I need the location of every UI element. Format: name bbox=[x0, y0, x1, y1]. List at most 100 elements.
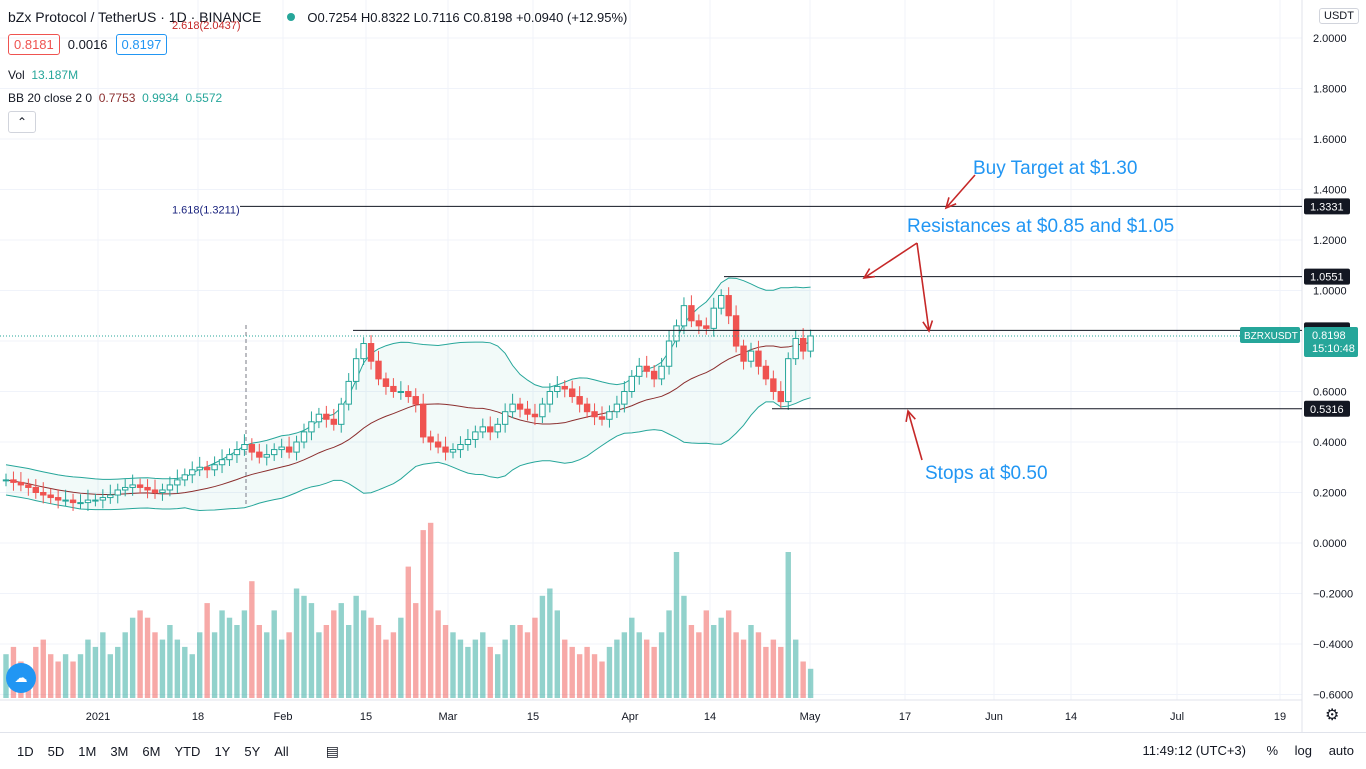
volume-bar bbox=[331, 610, 337, 698]
volume-bar bbox=[725, 610, 732, 698]
candle-body bbox=[710, 307, 717, 329]
candle-body bbox=[32, 486, 39, 494]
volume-bar bbox=[129, 617, 136, 698]
candle-body bbox=[546, 391, 554, 405]
candle-body bbox=[569, 388, 576, 398]
timeframe-ytd[interactable]: YTD bbox=[174, 743, 201, 759]
volume-bar bbox=[144, 617, 151, 698]
market-status-dot bbox=[287, 13, 296, 21]
candle-body bbox=[62, 499, 69, 502]
tradingview-logo-icon[interactable]: ☁ bbox=[6, 663, 36, 693]
candle-body bbox=[725, 295, 732, 317]
time-tick-label: 18 bbox=[192, 711, 204, 723]
candle-body bbox=[218, 459, 226, 466]
volume-bar bbox=[323, 625, 330, 698]
volume-bar bbox=[472, 639, 479, 698]
bb-indicator[interactable]: BB 20 close 2 0 0.7753 0.9934 0.5572 bbox=[8, 91, 222, 105]
candle-body bbox=[10, 479, 17, 483]
timeframe-1y[interactable]: 1Y bbox=[214, 743, 231, 759]
collapse-indicators-button[interactable]: ⌃ bbox=[8, 111, 36, 133]
stops-annotation: Stops at $0.50 bbox=[925, 463, 1048, 484]
price-chart[interactable]: 2.00001.80001.60001.40001.20001.00000.80… bbox=[0, 0, 1366, 732]
candle-body bbox=[211, 464, 218, 471]
bb-upper-value: 0.9934 bbox=[142, 91, 179, 105]
price-tick-label: 1.2000 bbox=[1313, 235, 1347, 247]
candle-body bbox=[524, 408, 531, 415]
candle-body bbox=[777, 391, 784, 403]
volume-bar bbox=[502, 639, 508, 698]
level-tag bbox=[1304, 268, 1350, 285]
candle-body bbox=[352, 358, 360, 382]
candle-body bbox=[598, 416, 606, 420]
candle-body bbox=[122, 486, 129, 491]
candle-body bbox=[151, 489, 159, 494]
bottom-toolbar: 1D 5D 1M 3M 6M YTD 1Y 5Y All ▤ 11:49:12 … bbox=[0, 732, 1366, 769]
candle-body bbox=[308, 421, 315, 433]
timeframe-1m[interactable]: 1M bbox=[78, 743, 97, 759]
currency-badge[interactable]: USDT bbox=[1319, 8, 1359, 24]
volume-bar bbox=[748, 625, 754, 698]
timeframe-5y[interactable]: 5Y bbox=[244, 743, 261, 759]
candle-body bbox=[360, 343, 367, 360]
time-tick-label: 14 bbox=[1065, 711, 1077, 723]
resistances-annotation: Resistances at $0.85 and $1.05 bbox=[907, 216, 1175, 237]
candle-body bbox=[487, 426, 494, 433]
calendar-range-icon[interactable]: ▤ bbox=[325, 742, 339, 759]
volume-bar bbox=[442, 625, 449, 698]
candle-body bbox=[695, 320, 703, 327]
volume-bar bbox=[733, 632, 739, 698]
candle-body bbox=[747, 350, 755, 362]
volume-bar bbox=[450, 632, 456, 698]
candle-body bbox=[799, 337, 807, 352]
timeframe-6m[interactable]: 6M bbox=[142, 743, 161, 759]
volume-bar bbox=[360, 610, 367, 698]
volume-bar bbox=[629, 617, 635, 698]
volume-bar bbox=[517, 625, 523, 698]
clock-readout[interactable]: 11:49:12 (UTC+3) bbox=[1142, 743, 1246, 758]
log-toggle[interactable]: log bbox=[1294, 743, 1312, 758]
gear-icon[interactable]: ⚙ bbox=[1325, 707, 1340, 724]
time-tick-label: 2021 bbox=[86, 711, 110, 723]
candle-body bbox=[285, 446, 293, 453]
candle-body bbox=[509, 403, 516, 413]
candle-body bbox=[233, 449, 241, 456]
percent-toggle[interactable]: % bbox=[1266, 743, 1278, 758]
candle-body bbox=[2, 479, 10, 482]
timeframe-all[interactable]: All bbox=[274, 743, 289, 759]
candle-body bbox=[539, 403, 546, 418]
time-tick-label: Mar bbox=[439, 711, 458, 723]
symbol-title[interactable]: bZx Protocol / TetherUS · 1D · BINANCE bbox=[8, 9, 262, 25]
chevron-up-icon: ⌃ bbox=[16, 115, 28, 129]
volume-indicator[interactable]: Vol 13.187M bbox=[8, 68, 78, 82]
candle-body bbox=[375, 360, 382, 380]
volume-bar bbox=[614, 639, 620, 698]
buy-target-arrow-head bbox=[944, 197, 957, 210]
timeframe-3m[interactable]: 3M bbox=[110, 743, 129, 759]
volume-bar bbox=[211, 632, 218, 698]
volume-bar bbox=[338, 603, 344, 698]
volume-bar bbox=[793, 639, 799, 698]
volume-bar bbox=[33, 646, 39, 698]
timeframe-5d[interactable]: 5D bbox=[47, 743, 65, 759]
volume-bar bbox=[353, 595, 359, 698]
candle-body bbox=[554, 385, 561, 393]
volume-bar bbox=[62, 654, 69, 698]
fib-level-label: 1.618(1.3211) bbox=[172, 204, 240, 216]
volume-bar bbox=[375, 625, 382, 698]
candle-body bbox=[427, 436, 434, 443]
sell-button[interactable]: 0.8181 bbox=[8, 34, 60, 55]
volume-bar bbox=[159, 639, 166, 698]
resistance-arrow-1-head bbox=[862, 268, 876, 280]
candle-body bbox=[561, 385, 568, 390]
volume-bar bbox=[204, 603, 210, 698]
candle-body bbox=[412, 396, 419, 405]
candle-body bbox=[271, 449, 278, 456]
timeframe-1d[interactable]: 1D bbox=[17, 743, 34, 759]
buy-button[interactable]: 0.8197 bbox=[115, 34, 168, 55]
volume-bar bbox=[390, 632, 397, 698]
candle-body bbox=[25, 484, 32, 488]
auto-toggle[interactable]: auto bbox=[1328, 743, 1354, 758]
last-price-tag bbox=[1304, 327, 1358, 358]
candle-body bbox=[449, 449, 457, 453]
candle-body bbox=[174, 479, 181, 486]
